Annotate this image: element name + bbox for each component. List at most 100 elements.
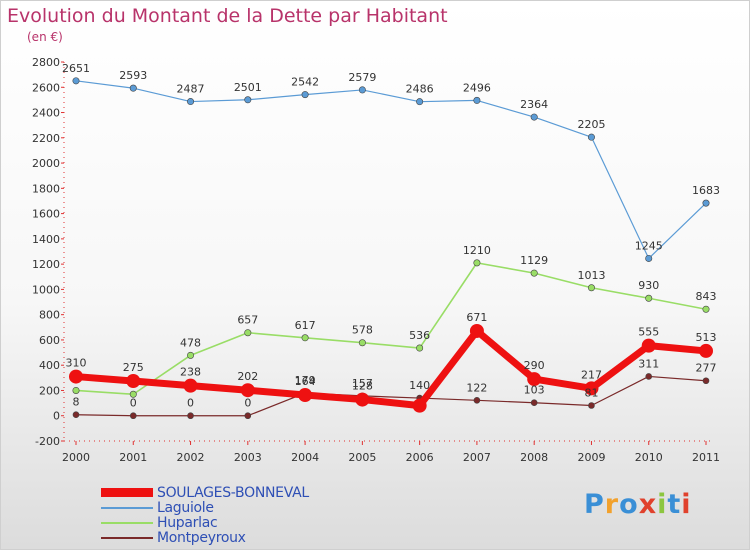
data-label-soulages-bonneval: 513: [696, 331, 717, 344]
logo-letter: i: [681, 489, 692, 520]
x-tick-label: 2002: [177, 451, 205, 464]
y-tick-label: 2400: [32, 107, 60, 120]
x-tick-label: 2001: [119, 451, 147, 464]
logo-letter: i: [657, 489, 668, 520]
data-point-soulages-bonneval: [240, 383, 255, 398]
y-tick-label: 1000: [32, 283, 60, 296]
data-point-montpeyroux: [473, 397, 481, 404]
legend-label-huparlac: Huparlac: [157, 515, 218, 531]
y-tick-label: 1200: [32, 258, 60, 271]
data-point-huparlac: [244, 329, 252, 337]
data-point-laguiole: [702, 199, 710, 207]
data-label-montpeyroux: 140: [409, 379, 430, 392]
data-label-huparlac: 478: [180, 336, 201, 349]
legend-swatch-huparlac: [101, 522, 153, 524]
logo-letter: r: [604, 489, 620, 520]
x-tick-label: 2000: [62, 451, 90, 464]
data-point-soulages-bonneval: [69, 369, 83, 384]
data-point-laguiole: [530, 113, 538, 121]
logo-letter: x: [638, 489, 658, 520]
y-tick-label: 1600: [32, 208, 60, 221]
y-tick-label: 2200: [32, 132, 60, 145]
data-label-huparlac: 843: [696, 290, 717, 303]
data-label-soulages-bonneval: 128: [352, 380, 373, 393]
data-label-huparlac: 536: [409, 329, 430, 342]
data-label-montpeyroux: 0: [130, 397, 137, 410]
data-point-montpeyroux: [187, 412, 194, 420]
data-label-soulages-bonneval: 217: [581, 368, 602, 381]
series-line-huparlac: [75, 262, 707, 396]
data-point-huparlac: [702, 305, 710, 313]
data-label-soulages-bonneval: 275: [123, 361, 144, 374]
data-label-montpeyroux: 277: [696, 362, 717, 375]
x-tick-label: 2004: [291, 451, 319, 464]
data-point-soulages-bonneval: [527, 372, 542, 387]
data-point-soulages-bonneval: [641, 338, 656, 353]
series-line-montpeyroux: [75, 375, 707, 417]
data-label-laguiole: 2579: [348, 71, 376, 84]
data-label-montpeyroux: 8: [73, 396, 80, 409]
data-label-montpeyroux: 122: [466, 381, 487, 394]
data-point-laguiole: [72, 77, 80, 85]
data-point-montpeyroux: [72, 411, 80, 419]
data-point-huparlac: [530, 269, 538, 277]
x-tick-label: 2010: [635, 451, 663, 464]
data-point-laguiole: [358, 86, 366, 94]
data-point-soulages-bonneval: [584, 381, 599, 396]
y-tick-label: 2600: [32, 81, 60, 94]
y-tick-label: 200: [39, 384, 60, 397]
data-label-huparlac: 930: [638, 279, 659, 292]
series-line-laguiole: [75, 80, 707, 260]
data-point-montpeyroux: [129, 412, 137, 420]
x-tick-label: 2005: [348, 451, 376, 464]
x-tick-label: 2008: [520, 451, 548, 464]
legend-swatch-soulages: [101, 488, 153, 497]
y-tick-label: 1400: [32, 233, 60, 246]
data-label-laguiole: 2205: [577, 118, 605, 131]
data-point-soulages-bonneval: [126, 373, 141, 388]
data-label-laguiole: 2501: [234, 81, 262, 94]
data-point-huparlac: [473, 259, 481, 267]
logo-letter: o: [619, 489, 639, 520]
x-tick-label: 2009: [577, 451, 605, 464]
data-point-montpeyroux: [588, 402, 595, 409]
data-label-montpeyroux: 81: [584, 387, 598, 400]
data-label-montpeyroux: 0: [244, 397, 251, 410]
data-label-laguiole: 2486: [406, 83, 434, 96]
logo-letter: P: [584, 489, 605, 520]
data-label-huparlac: 657: [237, 314, 258, 327]
data-label-soulages-bonneval: 555: [638, 326, 659, 339]
data-label-montpeyroux: 179: [295, 374, 316, 387]
data-point-laguiole: [129, 84, 137, 92]
data-label-soulages-bonneval: 310: [66, 357, 87, 370]
x-tick-label: 2003: [234, 451, 262, 464]
data-label-huparlac: 1210: [463, 244, 491, 257]
data-label-laguiole: 2364: [520, 98, 548, 111]
data-point-soulages-bonneval: [183, 378, 198, 393]
data-point-soulages-bonneval: [699, 343, 713, 358]
data-point-montpeyroux: [244, 412, 252, 420]
series-line-soulages-bonneval: [75, 327, 707, 410]
legend-label-montpeyroux: Montpeyroux: [157, 530, 246, 546]
y-tick-label: 600: [39, 334, 60, 347]
data-point-soulages-bonneval: [469, 323, 484, 338]
data-label-laguiole: 1683: [692, 184, 720, 197]
data-point-huparlac: [645, 294, 653, 302]
proxiti-logo: Proxiti: [584, 489, 692, 520]
chart-title: Evolution du Montant de la Dette par Hab…: [7, 5, 448, 27]
data-point-laguiole: [473, 96, 481, 104]
data-label-soulages-bonneval: 671: [466, 311, 487, 324]
data-label-montpeyroux: 311: [638, 357, 659, 370]
x-tick-label: 2011: [692, 451, 720, 464]
data-point-laguiole: [416, 98, 424, 106]
data-point-montpeyroux: [530, 399, 538, 407]
data-label-laguiole: 1245: [635, 239, 663, 252]
data-point-huparlac: [358, 339, 366, 347]
data-label-soulages-bonneval: 164: [295, 375, 316, 388]
y-tick-label: 2800: [32, 56, 60, 69]
data-label-montpeyroux: 0: [187, 397, 194, 410]
y-tick-label: -200: [35, 435, 60, 448]
legend-swatch-montpeyroux: [101, 537, 153, 539]
